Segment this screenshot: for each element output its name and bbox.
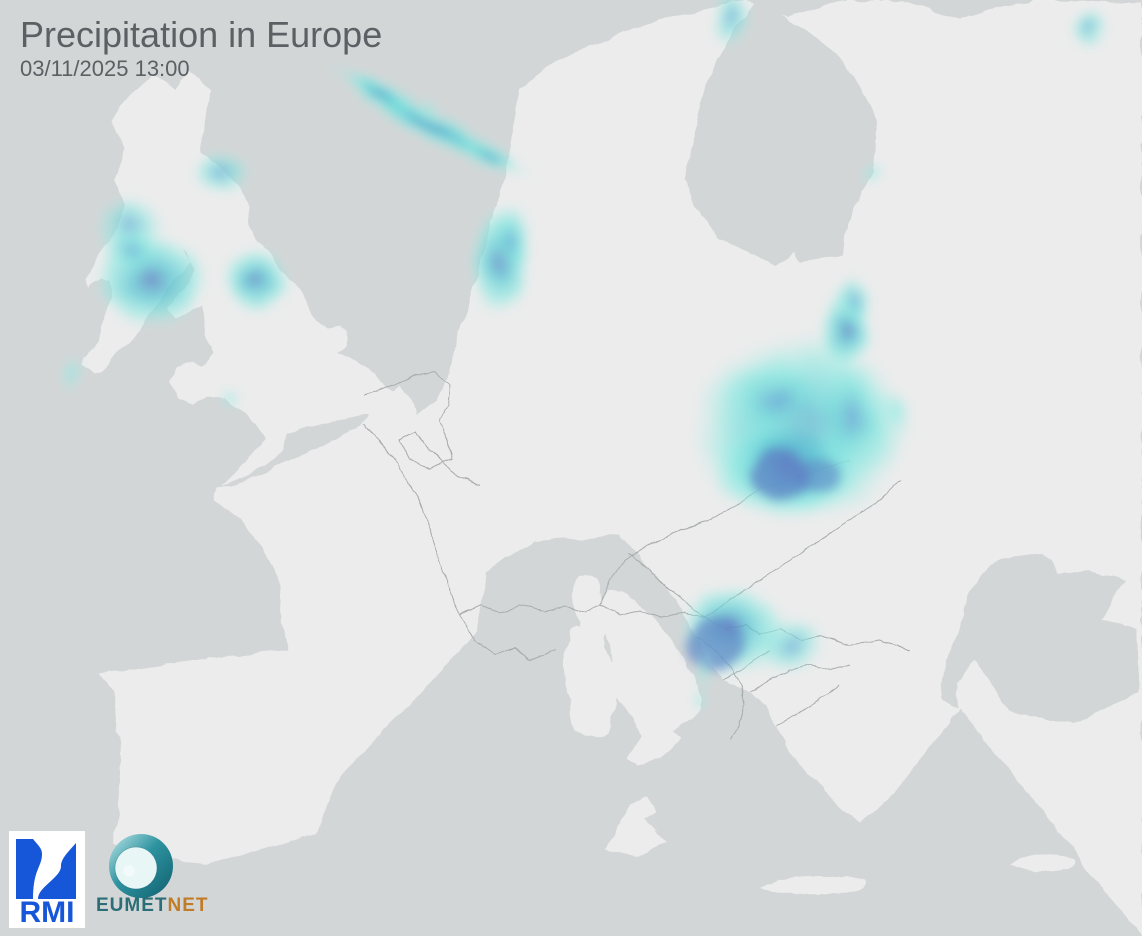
svg-text:RMI: RMI — [20, 896, 75, 928]
svg-text:EUMETNET: EUMETNET — [96, 895, 209, 916]
